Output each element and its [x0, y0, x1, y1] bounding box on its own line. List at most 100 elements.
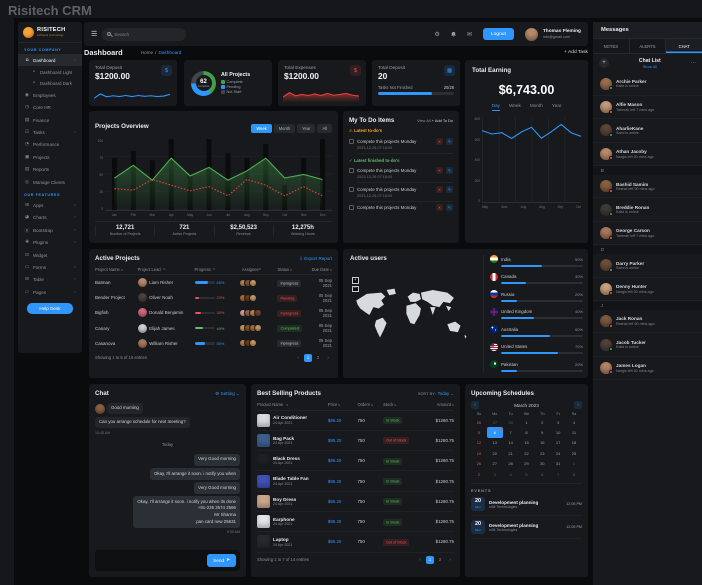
delete-icon[interactable]: ✕: [436, 185, 443, 193]
column-header[interactable]: Progress: [195, 267, 242, 272]
pagination-button[interactable]: 1: [304, 353, 312, 362]
map-zoom-out-button[interactable]: −: [352, 285, 359, 292]
sidebar-item[interactable]: ◉ Employees ›: [18, 89, 82, 101]
chat-list-item[interactable]: Alfie Mason Taherah left 7 mins ago: [593, 96, 702, 120]
calendar-day[interactable]: 31: [555, 461, 561, 467]
calendar-day[interactable]: 14: [508, 440, 513, 446]
chat-list-item[interactable]: Jack Ronan Rashid left 50 mins ago: [593, 310, 702, 334]
calendar-day[interactable]: 25: [571, 450, 577, 456]
chat-list-item[interactable]: Darry Parker Sami is online: [593, 254, 702, 278]
earning-tab[interactable]: Week: [508, 103, 521, 108]
sidebar-item[interactable]: ▥ Reports ›: [18, 164, 82, 176]
calendar-prev-button[interactable]: ‹: [471, 401, 479, 409]
calendar-day[interactable]: 18: [571, 440, 577, 446]
pagination-button[interactable]: 2: [438, 557, 442, 563]
calendar-day[interactable]: 27: [492, 461, 497, 467]
more-options-icon[interactable]: ⋯: [690, 60, 696, 67]
calendar-day[interactable]: 6: [541, 471, 544, 477]
calendar-day[interactable]: 8: [572, 471, 576, 477]
hamburger-menu-icon[interactable]: ☰: [91, 30, 98, 38]
calendar-day[interactable]: 5: [477, 430, 481, 436]
breadcrumb-home[interactable]: Home: [140, 49, 154, 55]
column-header[interactable]: Status: [277, 267, 308, 272]
calendar-day[interactable]: 23: [540, 450, 545, 456]
pagination-button[interactable]: ›: [327, 355, 329, 361]
calendar-day[interactable]: 5: [525, 471, 528, 477]
edit-icon[interactable]: ✎: [446, 137, 453, 145]
calendar-day[interactable]: 26: [476, 419, 482, 425]
chat-list-item[interactable]: AharlieKane Sami is online: [593, 119, 702, 143]
column-header[interactable]: Price: [328, 402, 358, 407]
column-header[interactable]: Project Name: [95, 267, 138, 272]
todo-checkbox[interactable]: [349, 186, 354, 192]
event-row[interactable]: 20 Mon Development planning w3it Technol…: [471, 516, 582, 540]
calendar-day[interactable]: 22: [524, 450, 529, 456]
messages-tab[interactable]: NOTES: [593, 39, 630, 53]
filter-button[interactable]: Year: [297, 124, 316, 133]
edit-icon[interactable]: ✎: [446, 185, 453, 193]
messages-tab[interactable]: ALERTS: [629, 39, 667, 53]
help-desk-button[interactable]: Help Desk: [27, 303, 73, 315]
calendar-day[interactable]: 3: [557, 419, 560, 425]
calendar-day[interactable]: 16: [540, 440, 545, 446]
chat-list-item[interactable]: Breddie Ronan Kalid is online: [593, 198, 702, 222]
calendar-day[interactable]: 13: [492, 440, 497, 446]
pagination-button[interactable]: 1: [426, 555, 434, 564]
settings-gear-icon[interactable]: ⚙: [434, 30, 440, 38]
calendar-day[interactable]: 11: [571, 430, 577, 436]
sort-dropdown[interactable]: Today ⌄: [438, 391, 454, 397]
column-header[interactable]: Product Name: [257, 402, 328, 407]
calendar-day[interactable]: 6: [486, 427, 503, 438]
pagination-button[interactable]: ›: [449, 557, 451, 563]
earning-tab[interactable]: Day: [491, 103, 500, 111]
calendar-day[interactable]: 26: [476, 461, 482, 467]
calendar-day[interactable]: 27: [492, 419, 497, 425]
calendar-day[interactable]: 24: [555, 450, 561, 456]
messages-tab[interactable]: CHAT: [666, 39, 702, 53]
pagination-button[interactable]: ‹: [419, 557, 421, 563]
calendar-day[interactable]: 3: [493, 471, 496, 477]
calendar-day[interactable]: 15: [524, 440, 529, 446]
column-header[interactable]: Amount: [424, 402, 454, 407]
chat-list-item[interactable]: Denny Hunter Nargis left 30 mins ago: [593, 278, 702, 302]
calendar-day[interactable]: 17: [555, 440, 561, 446]
calendar-day[interactable]: 21: [508, 450, 513, 456]
calendar-day[interactable]: 1: [572, 461, 576, 467]
chat-list-item[interactable]: Bashid Samim Rashid left 50 mins ago: [593, 175, 702, 199]
logout-button[interactable]: Logout: [482, 28, 514, 40]
calendar-day[interactable]: 7: [557, 471, 560, 477]
export-report-link[interactable]: Export Report: [304, 255, 332, 261]
calendar-day[interactable]: 1: [525, 419, 528, 425]
add-chat-button[interactable]: +: [599, 58, 609, 69]
calendar-day[interactable]: 9: [541, 430, 544, 436]
chat-list-item[interactable]: Archie Parker Kalid is online: [593, 73, 702, 96]
sidebar-item[interactable]: Ⓑ Bootstrap ›: [18, 224, 82, 236]
add-todo-link[interactable]: + Add To Do: [431, 118, 453, 123]
sidebar-item[interactable]: ▣ Projects ›: [18, 151, 82, 163]
chat-list-item[interactable]: Athan Jacoby Nargis left 30 mins ago: [593, 143, 702, 167]
todo-checkbox[interactable]: [349, 138, 354, 144]
calendar-next-button[interactable]: ›: [574, 401, 582, 409]
chat-list-item[interactable]: Jacob Tucker Kalid is online: [593, 333, 702, 357]
calendar-day[interactable]: 2: [477, 471, 481, 477]
send-button[interactable]: Send ➤: [207, 554, 236, 567]
sidebar-item[interactable]: ◎ Manage Clients ›: [18, 176, 82, 188]
column-header[interactable]: Stock: [383, 402, 424, 407]
sidebar-item[interactable]: ⊞ Apps ›: [18, 199, 82, 211]
delete-icon[interactable]: ✕: [436, 167, 443, 174]
calendar-day[interactable]: 20: [492, 450, 497, 456]
sidebar-item[interactable]: ⌂ Dashboard ›: [18, 54, 82, 67]
sidebar-item[interactable]: ▭ Forms ›: [18, 261, 82, 273]
calendar-day[interactable]: 7: [509, 430, 512, 436]
column-header[interactable]: Due Date: [308, 267, 332, 272]
messages-mail-icon[interactable]: ✉: [466, 30, 472, 38]
chat-list-item[interactable]: George Carson Taherah left 7 mins ago: [593, 222, 702, 246]
calendar-day[interactable]: 29: [524, 461, 529, 467]
chat-list-item[interactable]: James Logan Nargis left 30 mins ago: [593, 357, 702, 381]
user-info[interactable]: Thomas Fleming info@gmail.com: [543, 29, 581, 39]
logo[interactable]: RISITECH software technology: [18, 22, 82, 43]
calendar-day[interactable]: 10: [555, 430, 561, 436]
event-row[interactable]: 20 Mon Development planning w3it Technol…: [471, 493, 582, 517]
edit-icon[interactable]: ✎: [446, 167, 453, 174]
view-all-link[interactable]: View All: [417, 118, 431, 123]
